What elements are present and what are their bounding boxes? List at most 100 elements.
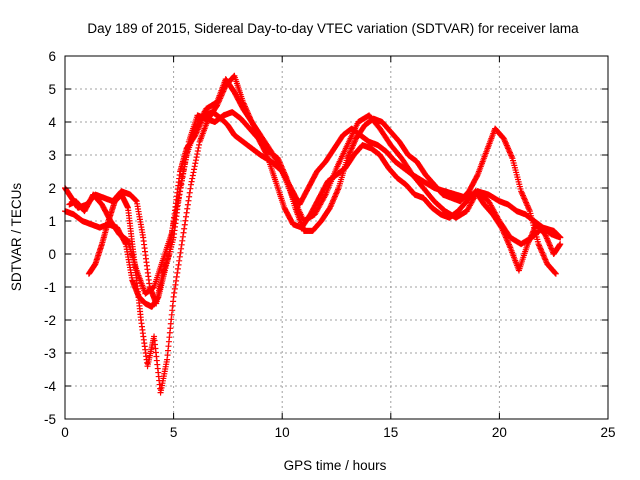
data-point [189,175,196,182]
data-point [552,270,559,277]
data-point [184,201,191,208]
y-tick-label: 0 [48,247,56,262]
x-axis-label: GPS time / hours [284,458,387,473]
data-point [173,273,180,280]
data-point [173,206,180,213]
series-track-4 [66,109,564,297]
data-point [186,193,193,200]
data-point [170,222,177,229]
data-point [186,189,193,196]
data-point [169,225,176,232]
data-point [183,152,190,159]
data-point [557,241,564,248]
data-point [185,197,192,204]
data-point [171,215,178,222]
data-point [187,185,194,192]
y-tick-label: 1 [48,214,56,229]
series-track-3 [85,72,559,396]
data-point [183,149,190,156]
data-point [196,141,203,148]
y-tick-label: -4 [44,379,56,394]
data-point [191,163,198,170]
data-point [474,172,481,179]
data-point [192,157,199,164]
data-point [191,166,198,173]
data-point [181,163,188,170]
data-point [178,241,185,248]
data-point [173,277,180,284]
x-tick-label: 25 [600,425,615,440]
data-point [178,181,185,188]
data-point [177,188,184,195]
data-point [170,293,177,300]
data-point [174,203,181,210]
data-point [169,228,176,235]
data-point [172,281,179,288]
data-point [182,160,189,167]
data-point [185,142,192,149]
data-point [172,209,179,216]
data-point [179,237,186,244]
data-point [194,147,201,154]
data-point [181,221,188,228]
data-point [176,257,183,264]
y-tick-label: 6 [48,49,56,64]
y-tick-label: 5 [48,82,56,97]
data-point [178,177,185,184]
data-point [175,194,182,201]
data-point [190,169,197,176]
data-point [188,178,195,185]
x-tick-label: 15 [383,425,398,440]
data-point [180,170,187,177]
data-point [194,151,201,158]
data-point [189,172,196,179]
y-axis-label: SDTVAR / TECUs [9,183,24,292]
data-point [184,205,191,212]
x-tick-label: 20 [492,425,507,440]
data-point [182,217,189,224]
data-point [174,265,181,272]
data-point [230,73,237,80]
x-tick-label: 0 [61,425,69,440]
data-point [171,289,178,296]
data-point [175,197,182,204]
data-point [183,213,190,220]
data-point [180,167,187,174]
y-tick-label: 2 [48,181,56,196]
data-point [170,218,177,225]
plot-frame [64,55,609,420]
data-point [179,233,186,240]
data-point [193,154,200,161]
data-point [176,191,183,198]
chart-title: Day 189 of 2015, Sidereal Day-to-day VTE… [87,21,579,36]
y-tick-label: -1 [44,280,56,295]
data-point [181,225,188,232]
y-tick-label: -3 [44,346,56,361]
data-point [195,144,202,151]
data-point [171,285,178,292]
data-point [263,150,270,157]
x-tick-label: 5 [170,425,178,440]
data-point [172,212,179,219]
data-point [179,174,186,181]
data-point [175,261,182,268]
data-point [182,156,189,163]
data-point [177,184,184,191]
data-point [183,209,190,216]
y-tick-label: -2 [44,313,56,328]
data-point [187,181,194,188]
data-point [168,231,175,238]
data-point [192,160,199,167]
data-point [178,245,185,252]
x-tick-label: 10 [275,425,290,440]
data-point [184,145,191,152]
data-point [174,269,181,276]
data-point [180,229,187,236]
y-tick-label: -5 [44,412,56,427]
y-tick-label: 3 [48,148,56,163]
data-point [557,234,564,241]
y-tick-label: 4 [48,115,56,130]
data-point [176,253,183,260]
data-point [174,200,181,207]
